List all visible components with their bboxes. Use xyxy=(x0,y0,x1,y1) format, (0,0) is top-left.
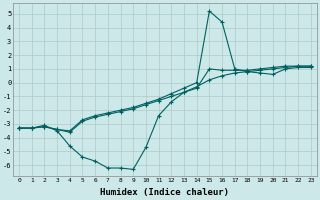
X-axis label: Humidex (Indice chaleur): Humidex (Indice chaleur) xyxy=(100,188,229,197)
